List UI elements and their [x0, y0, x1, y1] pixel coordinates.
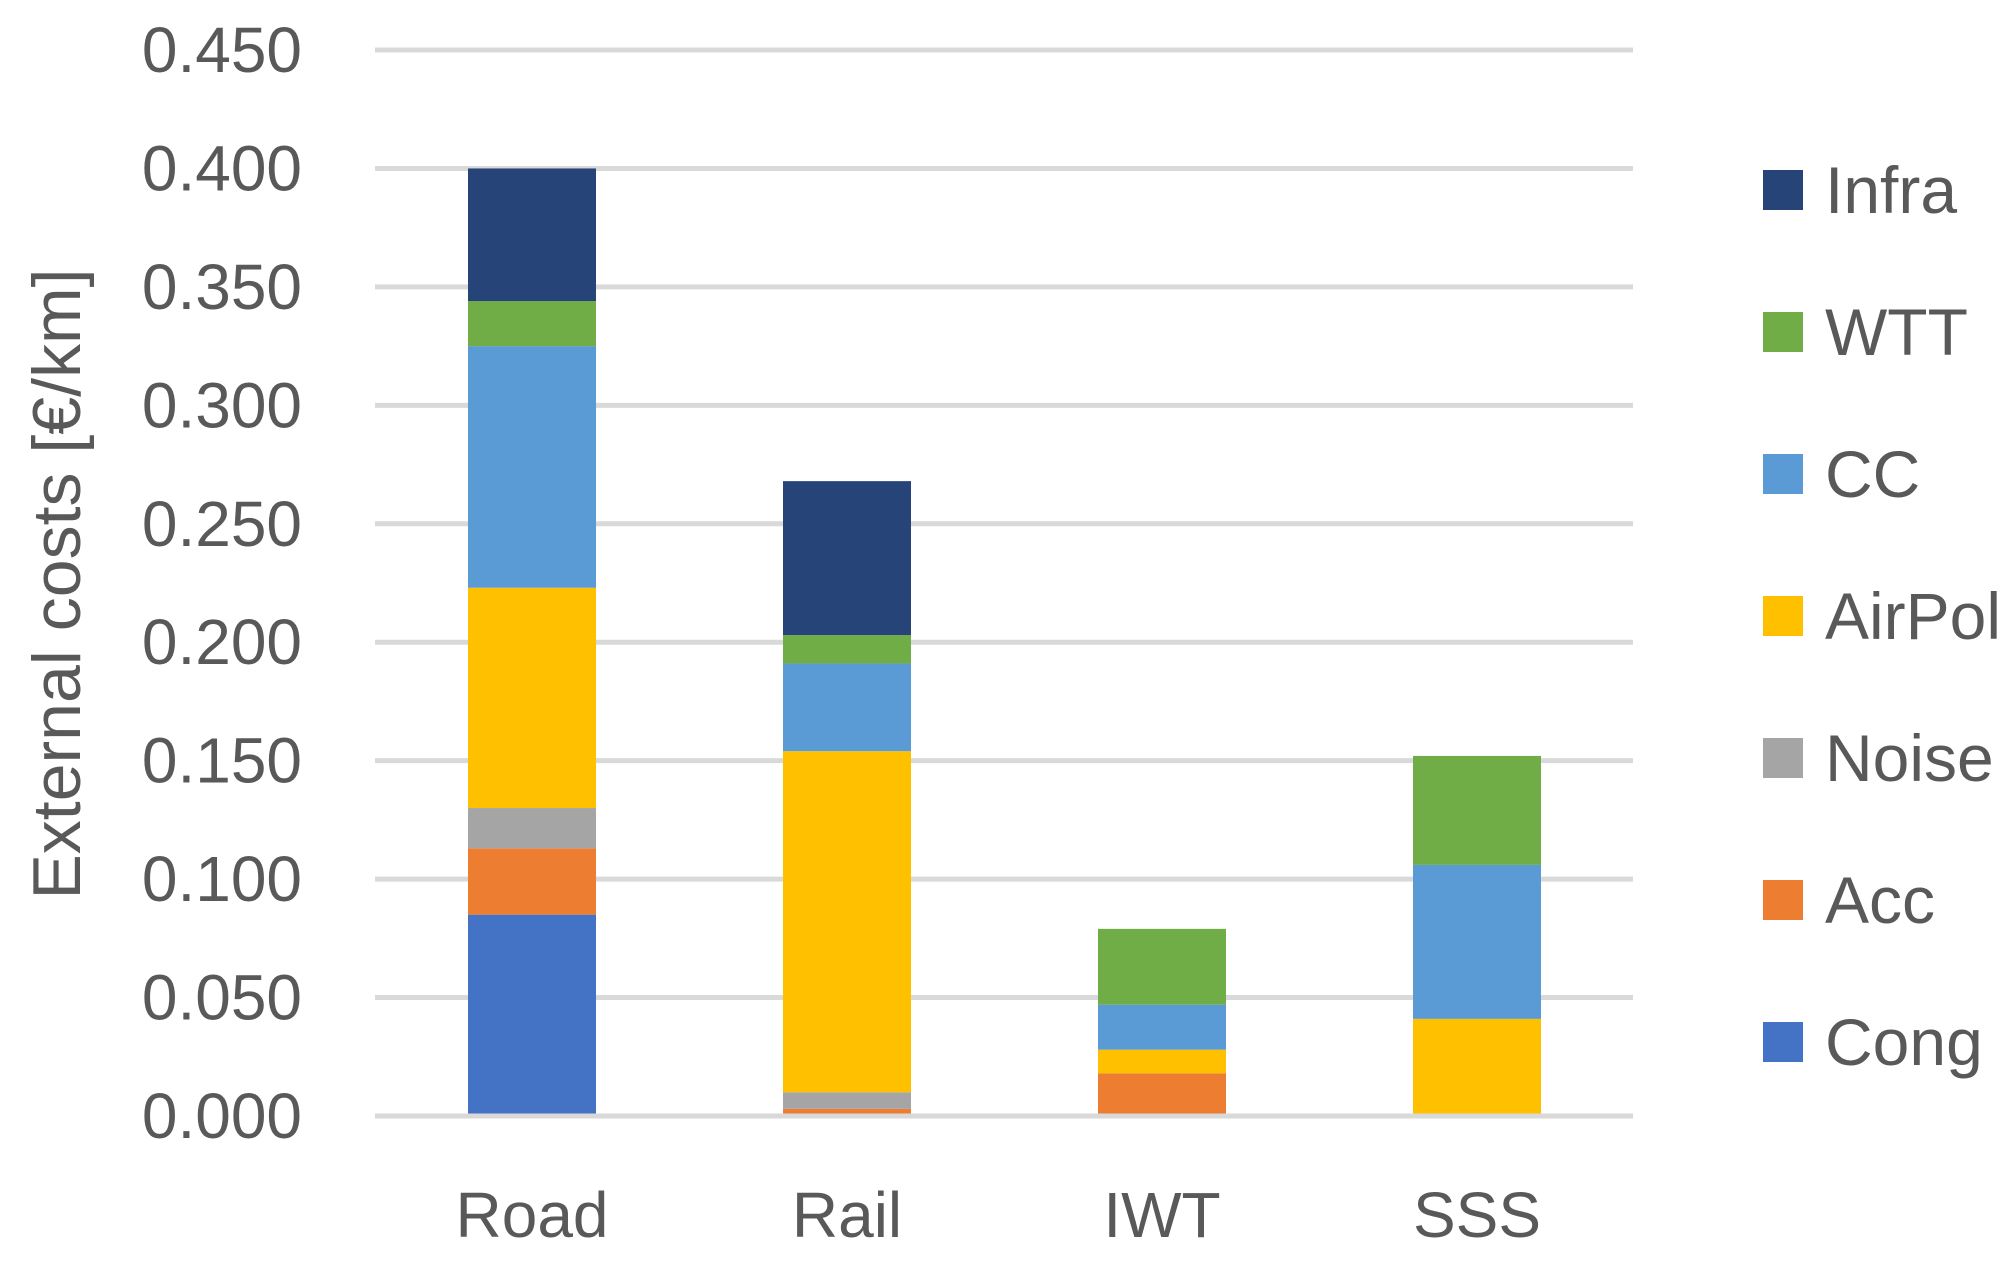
legend-swatch-infra: [1763, 170, 1803, 210]
legend-label-noise: Noise: [1825, 721, 1994, 795]
bar-segment-sss-airpol: [1413, 1018, 1541, 1116]
bar-segment-iwt-acc: [1098, 1073, 1226, 1116]
x-category-label: Road: [456, 1179, 609, 1251]
bar-segment-road-noise: [468, 808, 596, 849]
legend: Infra WTT CC AirPol Noise Acc Cong: [1763, 153, 2001, 1079]
legend-label-acc: Acc: [1825, 863, 1935, 937]
x-axis-categories: Road Rail IWT SSS: [456, 1179, 1542, 1251]
bar-segment-road-acc: [468, 848, 596, 915]
bar-segment-rail-noise: [783, 1092, 911, 1109]
bar-segment-rail-acc: [783, 1108, 911, 1116]
x-category-label: IWT: [1103, 1179, 1220, 1251]
legend-label-cc: CC: [1825, 437, 1920, 511]
legend-swatch-acc: [1763, 880, 1803, 920]
y-tick-label: 0.450: [142, 14, 302, 86]
y-axis-ticks: 0.000 0.050 0.100 0.150 0.200 0.250 0.300 0.350…: [142, 14, 302, 1152]
bar-segment-iwt-airpol: [1098, 1049, 1226, 1074]
y-tick-label: 0.300: [142, 369, 302, 441]
bar-segment-road-cc: [468, 346, 596, 588]
y-tick-label: 0.000: [142, 1080, 302, 1152]
bar-segment-sss-cc: [1413, 864, 1541, 1019]
legend-swatch-airpol: [1763, 596, 1803, 636]
legend-label-wtt: WTT: [1825, 295, 1968, 369]
bar-segment-rail-airpol: [783, 751, 911, 1093]
y-tick-label: 0.250: [142, 488, 302, 560]
bar-segment-rail-wtt: [783, 635, 911, 664]
bar-segment-rail-infra: [783, 481, 911, 636]
bar-segment-iwt-cc: [1098, 1004, 1226, 1050]
x-category-label: SSS: [1413, 1179, 1541, 1251]
legend-label-infra: Infra: [1825, 153, 1957, 227]
legend-swatch-cc: [1763, 454, 1803, 494]
y-tick-label: 0.150: [142, 725, 302, 797]
y-tick-label: 0.200: [142, 606, 302, 678]
bar-segment-road-cong: [468, 914, 596, 1116]
legend-swatch-wtt: [1763, 312, 1803, 352]
legend-label-cong: Cong: [1825, 1005, 1983, 1079]
y-tick-label: 0.050: [142, 962, 302, 1034]
bar-segment-road-infra: [468, 168, 596, 302]
bar-segment-road-airpol: [468, 587, 596, 809]
legend-label-airpol: AirPol: [1825, 579, 2001, 653]
bar-segment-iwt-wtt: [1098, 928, 1226, 1005]
bar-segment-sss-wtt: [1413, 755, 1541, 865]
legend-swatch-noise: [1763, 738, 1803, 778]
y-axis-title: External costs [€/km]: [19, 268, 95, 899]
legend-swatch-cong: [1763, 1022, 1803, 1062]
y-tick-label: 0.100: [142, 843, 302, 915]
bars: [375, 168, 1633, 1119]
bar-segment-road-wtt: [468, 301, 596, 347]
y-tick-label: 0.400: [142, 132, 302, 204]
bar-segment-rail-cc: [783, 663, 911, 752]
y-tick-label: 0.350: [142, 251, 302, 323]
x-category-label: Rail: [792, 1179, 902, 1251]
